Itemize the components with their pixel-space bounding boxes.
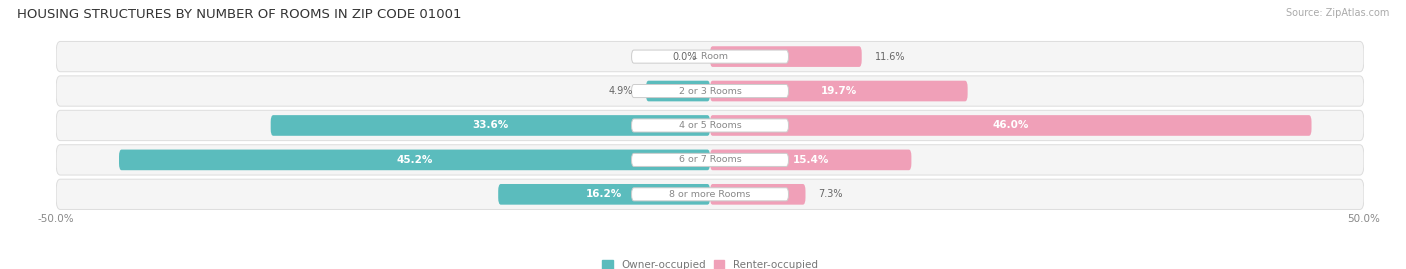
FancyBboxPatch shape bbox=[645, 81, 710, 101]
Text: 33.6%: 33.6% bbox=[472, 121, 509, 130]
Text: 7.3%: 7.3% bbox=[818, 189, 844, 199]
FancyBboxPatch shape bbox=[56, 145, 1364, 175]
Text: 15.4%: 15.4% bbox=[793, 155, 830, 165]
Text: Source: ZipAtlas.com: Source: ZipAtlas.com bbox=[1285, 8, 1389, 18]
Text: 16.2%: 16.2% bbox=[586, 189, 623, 199]
FancyBboxPatch shape bbox=[631, 153, 789, 167]
Text: 6 or 7 Rooms: 6 or 7 Rooms bbox=[679, 155, 741, 164]
FancyBboxPatch shape bbox=[56, 179, 1364, 210]
FancyBboxPatch shape bbox=[56, 110, 1364, 141]
Text: 11.6%: 11.6% bbox=[875, 52, 905, 62]
Text: 19.7%: 19.7% bbox=[821, 86, 856, 96]
FancyBboxPatch shape bbox=[710, 81, 967, 101]
FancyBboxPatch shape bbox=[271, 115, 710, 136]
FancyBboxPatch shape bbox=[631, 188, 789, 201]
FancyBboxPatch shape bbox=[631, 84, 789, 98]
FancyBboxPatch shape bbox=[56, 76, 1364, 106]
Text: 2 or 3 Rooms: 2 or 3 Rooms bbox=[679, 87, 741, 95]
FancyBboxPatch shape bbox=[631, 50, 789, 63]
Text: HOUSING STRUCTURES BY NUMBER OF ROOMS IN ZIP CODE 01001: HOUSING STRUCTURES BY NUMBER OF ROOMS IN… bbox=[17, 8, 461, 21]
Legend: Owner-occupied, Renter-occupied: Owner-occupied, Renter-occupied bbox=[602, 260, 818, 269]
Text: 46.0%: 46.0% bbox=[993, 121, 1029, 130]
Text: 45.2%: 45.2% bbox=[396, 155, 433, 165]
FancyBboxPatch shape bbox=[56, 41, 1364, 72]
FancyBboxPatch shape bbox=[120, 150, 710, 170]
FancyBboxPatch shape bbox=[710, 184, 806, 205]
FancyBboxPatch shape bbox=[710, 150, 911, 170]
Text: 0.0%: 0.0% bbox=[672, 52, 697, 62]
FancyBboxPatch shape bbox=[710, 46, 862, 67]
FancyBboxPatch shape bbox=[498, 184, 710, 205]
FancyBboxPatch shape bbox=[631, 119, 789, 132]
Text: 4 or 5 Rooms: 4 or 5 Rooms bbox=[679, 121, 741, 130]
Text: 1 Room: 1 Room bbox=[692, 52, 728, 61]
Text: 8 or more Rooms: 8 or more Rooms bbox=[669, 190, 751, 199]
FancyBboxPatch shape bbox=[710, 115, 1312, 136]
Text: 4.9%: 4.9% bbox=[609, 86, 633, 96]
